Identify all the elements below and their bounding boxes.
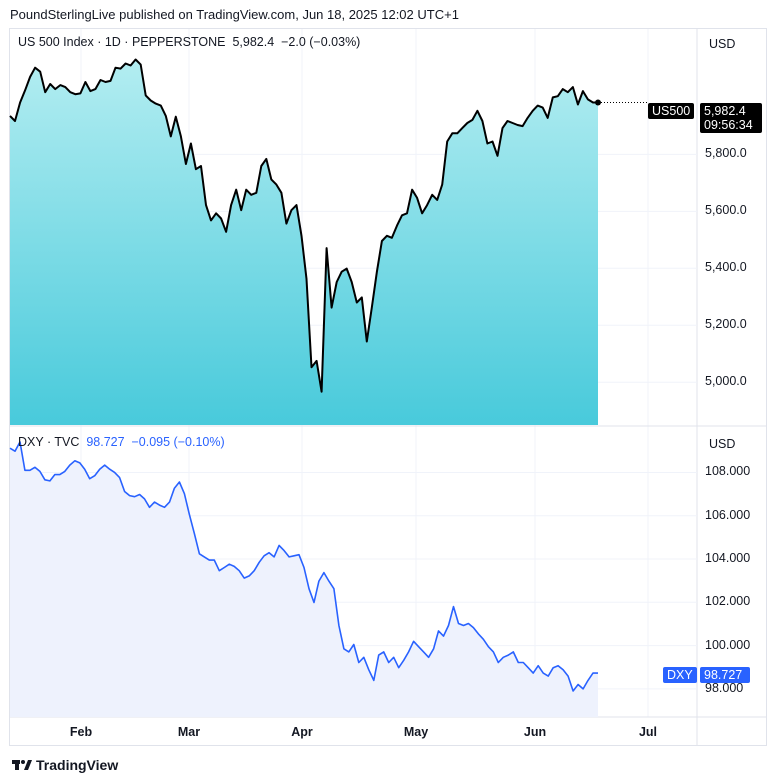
dxy-line <box>9 441 598 692</box>
dxy-area-fill <box>10 441 598 717</box>
dxy-currency[interactable]: USD <box>709 437 736 451</box>
us500-last: 5,982.4 <box>232 35 275 49</box>
us500-area-fill <box>10 59 598 425</box>
price-tick: 5,000.0 <box>705 374 747 389</box>
price-tick: 5,600.0 <box>705 203 747 218</box>
price-tick: 5,200.0 <box>705 317 747 332</box>
us500-legend: US 500 Index · 1D · PEPPERSTONE 5,982.4 … <box>18 35 360 49</box>
price-tick: 104.000 <box>705 551 751 565</box>
dxy-change: −0.095 (−0.10%) <box>131 435 225 449</box>
us500-currency[interactable]: USD <box>709 37 736 51</box>
tradingview-logo-icon <box>12 760 32 770</box>
dxy-last: 98.727 <box>86 435 125 449</box>
us500-countdown: 09:56:34 <box>704 118 753 132</box>
us500-symbol-label: US500 <box>648 103 695 119</box>
month-jul: Jul <box>638 725 658 739</box>
brand-name: TradingView <box>36 757 119 773</box>
us500-title: US 500 Index · 1D · PEPPERSTONE <box>18 35 226 49</box>
month-jun: Jun <box>523 725 547 739</box>
us500-last-point <box>595 99 601 106</box>
price-tick: 108.000 <box>705 464 751 479</box>
dxy-symbol-label: DXY <box>663 667 697 683</box>
price-tick: 100.000 <box>705 637 751 652</box>
chart-frame <box>9 28 767 746</box>
dxy-title: DXY · TVC <box>18 435 80 449</box>
tradingview-logo[interactable]: TradingView <box>12 757 118 773</box>
us500-price-label: 5,982.4 09:56:34 <box>700 103 762 133</box>
us500-line <box>9 58 598 393</box>
us500-price: 5,982.4 <box>704 104 746 118</box>
dxy-legend: DXY · TVC 98.727 −0.095 (−0.10%) <box>18 435 225 449</box>
month-feb: Feb <box>69 725 93 739</box>
us500-change: −2.0 (−0.03%) <box>281 35 361 49</box>
price-tick: 106.000 <box>705 507 751 522</box>
publisher-caption: PoundSterlingLive published on TradingVi… <box>10 7 459 22</box>
price-tick: 102.000 <box>705 594 751 609</box>
price-tick: 5,800.0 <box>705 146 747 161</box>
price-tick: 5,400.0 <box>705 260 747 275</box>
dxy-price-label: 98.727 <box>700 667 750 683</box>
price-tick: 98.000 <box>705 680 744 695</box>
month-may: May <box>403 725 429 739</box>
month-apr: Apr <box>291 725 313 739</box>
month-mar: Mar <box>177 725 201 739</box>
